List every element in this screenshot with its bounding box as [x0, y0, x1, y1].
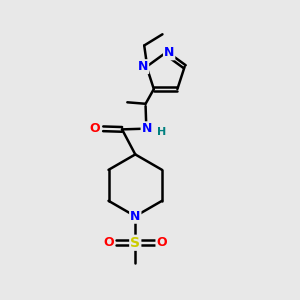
Text: N: N: [142, 122, 152, 135]
Text: O: O: [90, 122, 100, 135]
Text: N: N: [138, 60, 148, 73]
Text: N: N: [130, 210, 140, 223]
Text: N: N: [164, 46, 174, 59]
Text: H: H: [157, 127, 166, 137]
Text: O: O: [103, 236, 114, 249]
Text: O: O: [157, 236, 167, 249]
Text: S: S: [130, 236, 140, 250]
